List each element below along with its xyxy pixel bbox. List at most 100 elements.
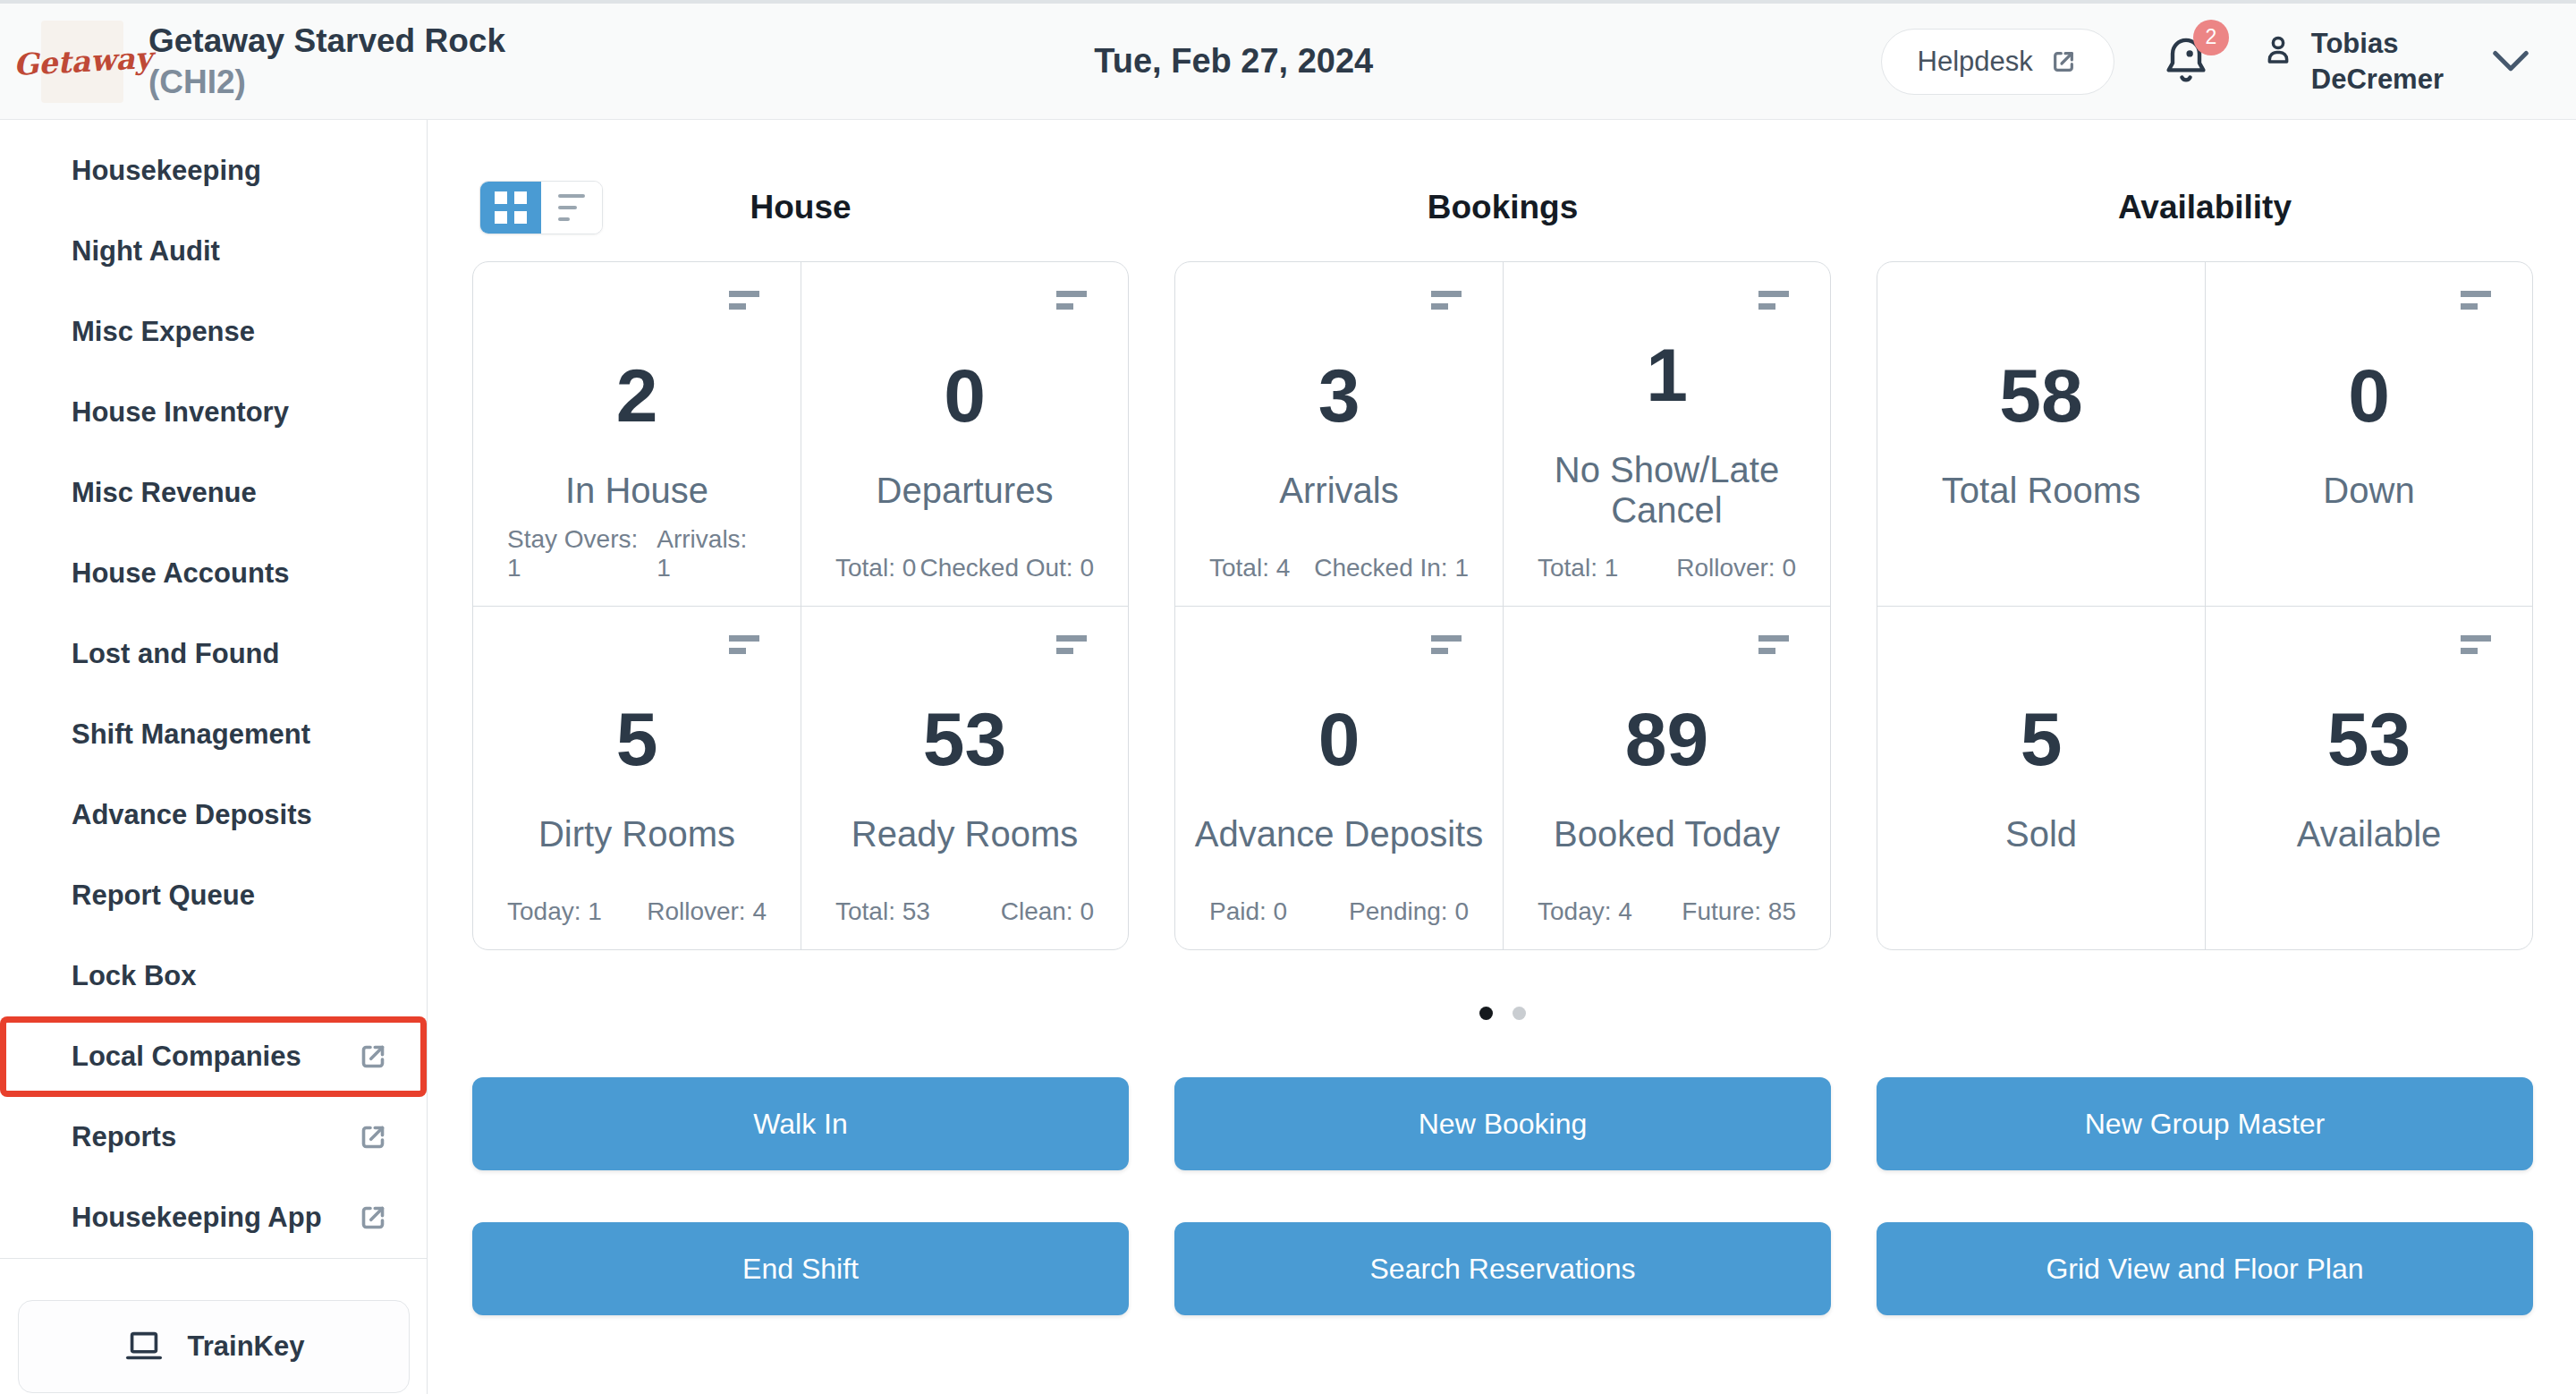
sidebar-item-misc-revenue[interactable]: Misc Revenue	[0, 453, 427, 533]
card-menu-icon[interactable]	[729, 635, 759, 654]
current-date: Tue, Feb 27, 2024	[587, 42, 1881, 81]
card-menu-icon[interactable]	[1431, 635, 1462, 654]
sidebar-item-label: Housekeeping App	[72, 1202, 322, 1234]
card-menu-icon[interactable]	[1056, 291, 1087, 310]
card-stat: Stay Overs: 1	[507, 525, 657, 582]
trainkey-label: TrainKey	[188, 1330, 305, 1363]
grid-view-button[interactable]	[480, 182, 541, 234]
brand-logo: Getaway	[41, 21, 123, 103]
sidebar-item-housekeeping[interactable]: Housekeeping	[0, 131, 427, 211]
card-stat: Today: 4	[1538, 897, 1632, 926]
card-menu-icon[interactable]	[1431, 291, 1462, 310]
card-value: 1	[1646, 337, 1688, 412]
card-value: 53	[923, 701, 1006, 777]
sidebar-item-label: Shift Management	[72, 718, 310, 751]
notifications-button[interactable]: 2	[2161, 34, 2213, 89]
pagination-dot[interactable]	[1513, 1007, 1526, 1020]
property-name: Getaway Starved Rock	[148, 21, 505, 62]
card-stats: Total: 53Clean: 0	[835, 897, 1094, 926]
card-menu-icon[interactable]	[1056, 635, 1087, 654]
card-stat: Total: 53	[835, 897, 930, 926]
sidebar-item-house-accounts[interactable]: House Accounts	[0, 533, 427, 614]
external-link-icon	[357, 1041, 389, 1073]
sidebar-item-report-queue[interactable]: Report Queue	[0, 855, 427, 936]
sidebar-footer: TrainKey	[0, 1258, 427, 1394]
user-first-name: Tobias	[2311, 26, 2444, 62]
card-stat: Rollover: 4	[647, 897, 767, 926]
sidebar-item-label: Misc Expense	[72, 316, 255, 348]
carousel-pagination	[472, 986, 2533, 1040]
stat-card-departures: 0DeparturesTotal: 0Checked Out: 0	[801, 262, 1128, 606]
list-view-button[interactable]	[541, 182, 602, 234]
stat-card-in-house: 2In HouseStay Overs: 1Arrivals: 1	[473, 262, 801, 606]
card-stat: Future: 85	[1682, 897, 1796, 926]
card-stat: Total: 1	[1538, 554, 1618, 582]
user-menu[interactable]: Tobias DeCremer	[2259, 26, 2444, 98]
sidebar-item-local-companies[interactable]: Local Companies	[0, 1016, 427, 1097]
list-view-icon	[558, 194, 585, 221]
card-value: 5	[2021, 701, 2063, 777]
sidebar-item-lock-box[interactable]: Lock Box	[0, 936, 427, 1016]
section-bookings: Bookings3ArrivalsTotal: 4Checked In: 11N…	[1174, 179, 1831, 950]
sidebar-item-label: Night Audit	[72, 235, 220, 268]
new-booking-button[interactable]: New Booking	[1174, 1077, 1831, 1170]
card-stats: Today: 1 Rollover: 4	[507, 897, 767, 926]
section-availability: Availability58Total Rooms0Down5Sold53Ava…	[1877, 179, 2533, 950]
app-header: Getaway Getaway Starved Rock (CHI2) Tue,…	[0, 4, 2576, 120]
search-reservations-button[interactable]: Search Reservations	[1174, 1222, 1831, 1315]
sidebar-item-label: Advance Deposits	[72, 799, 312, 831]
stat-card-group: 2In HouseStay Overs: 1Arrivals: 10Depart…	[472, 261, 1129, 950]
sidebar-item-reports[interactable]: Reports	[0, 1097, 427, 1177]
stat-sections: House2In HouseStay Overs: 1Arrivals: 10D…	[472, 179, 2533, 950]
trainkey-button[interactable]: TrainKey	[18, 1300, 410, 1393]
helpdesk-label: Helpdesk	[1918, 46, 2033, 78]
sidebar: Housekeeping Night Audit Misc Expense House…	[0, 120, 428, 1394]
card-menu-icon[interactable]	[1758, 635, 1789, 654]
grid-view-and-floor-plan-button[interactable]: Grid View and Floor Plan	[1877, 1222, 2533, 1315]
card-stat: Pending: 0	[1349, 897, 1469, 926]
sidebar-item-advance-deposits[interactable]: Advance Deposits	[0, 775, 427, 855]
sidebar-nav: Housekeeping Night Audit Misc Expense House…	[0, 131, 427, 1258]
laptop-icon	[123, 1329, 165, 1364]
stat-card-booked-today: 89Booked TodayToday: 4Future: 85	[1503, 606, 1830, 949]
user-name: Tobias DeCremer	[2311, 26, 2444, 98]
pagination-dot-active[interactable]	[1479, 1007, 1493, 1020]
card-stats: Total: 0Checked Out: 0	[835, 554, 1094, 582]
section-house: House2In HouseStay Overs: 1Arrivals: 10D…	[472, 179, 1129, 950]
new-group-master-button[interactable]: New Group Master	[1877, 1077, 2533, 1170]
helpdesk-button[interactable]: Helpdesk	[1881, 29, 2114, 95]
card-label: Available	[2279, 814, 2460, 854]
card-stat: Today: 1	[507, 897, 602, 926]
card-menu-icon[interactable]	[2461, 635, 2491, 654]
card-menu-icon[interactable]	[2461, 291, 2491, 310]
card-menu-icon[interactable]	[729, 291, 759, 310]
card-value: 89	[1625, 701, 1708, 777]
sidebar-item-night-audit[interactable]: Night Audit	[0, 211, 427, 292]
user-last-name: DeCremer	[2311, 62, 2444, 98]
end-shift-button[interactable]: End Shift	[472, 1222, 1129, 1315]
card-stat: Total: 4	[1209, 554, 1290, 582]
stat-card-ready-rooms: 53Ready RoomsTotal: 53Clean: 0	[801, 606, 1128, 949]
section-title: Bookings	[1174, 179, 1831, 236]
stat-card-no-show-late-cancel: 1No Show/Late CancelTotal: 1Rollover: 0	[1503, 262, 1830, 606]
user-menu-chevron[interactable]	[2490, 47, 2531, 76]
card-label: Total Rooms	[1924, 471, 2158, 511]
card-value: 2	[616, 358, 658, 433]
card-label: Arrivals	[1261, 471, 1416, 511]
property-title-block: Getaway Starved Rock (CHI2)	[148, 21, 505, 103]
sidebar-item-housekeeping-app[interactable]: Housekeeping App	[0, 1177, 427, 1258]
card-label: Departures	[859, 471, 1072, 511]
sidebar-item-shift-management[interactable]: Shift Management	[0, 694, 427, 775]
sidebar-item-label: House Inventory	[72, 396, 289, 429]
card-menu-icon[interactable]	[1758, 291, 1789, 310]
card-value: 3	[1318, 358, 1360, 433]
walk-in-button[interactable]: Walk In	[472, 1077, 1129, 1170]
card-stat: Paid: 0	[1209, 897, 1287, 926]
card-label: Down	[2305, 471, 2432, 511]
property-code: (CHI2)	[148, 62, 505, 103]
card-stats: Today: 4 Future: 85	[1538, 897, 1796, 926]
sidebar-item-misc-expense[interactable]: Misc Expense	[0, 292, 427, 372]
sidebar-item-house-inventory[interactable]: House Inventory	[0, 372, 427, 453]
grid-view-icon	[495, 191, 527, 224]
sidebar-item-lost-and-found[interactable]: Lost and Found	[0, 614, 427, 694]
